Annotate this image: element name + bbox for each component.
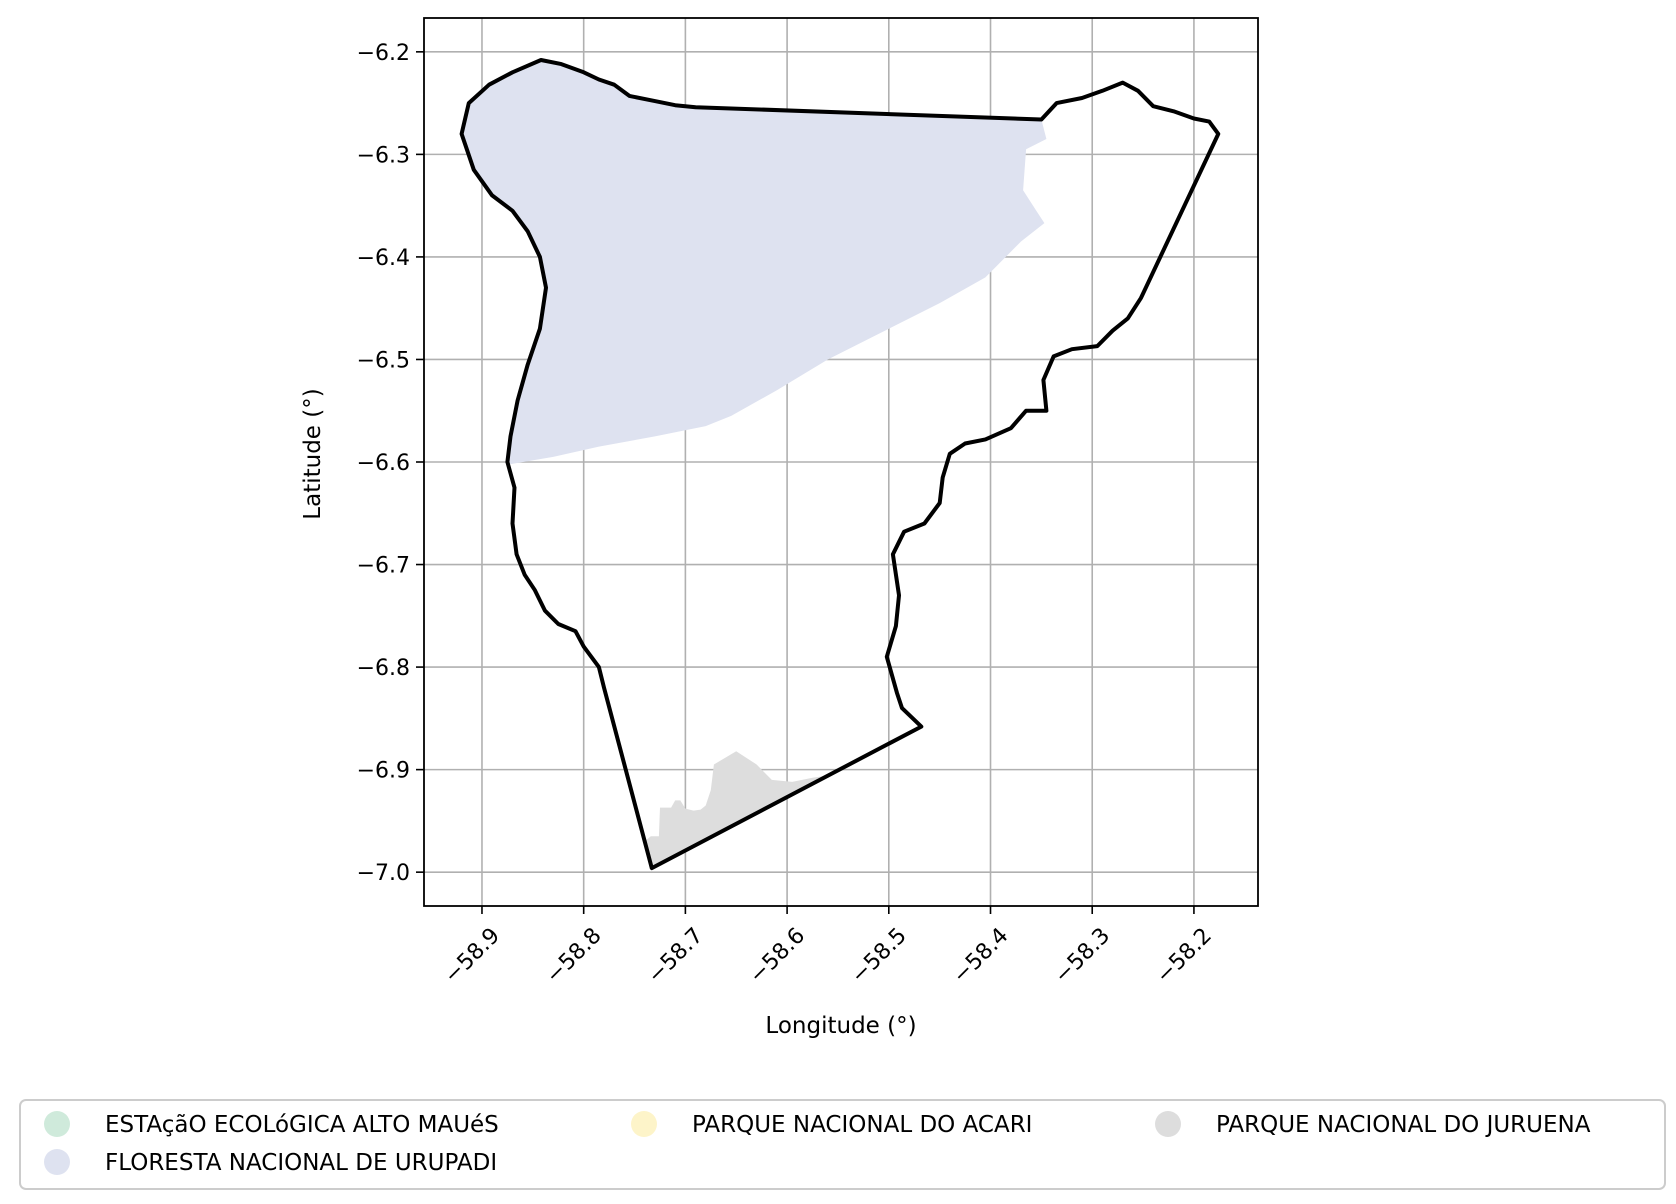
legend-label-parque-nacional-do-acari: PARQUE NACIONAL DO ACARI bbox=[692, 1112, 1032, 1138]
legend-marker-esta-o-ecol-gica-alto-mau-s bbox=[44, 1111, 70, 1137]
x-axis-title: Longitude (°) bbox=[765, 1013, 916, 1039]
x-tick-label: −58.6 bbox=[745, 923, 810, 988]
y-tick-label: −6.7 bbox=[357, 554, 410, 579]
y-tick-label: −6.6 bbox=[357, 451, 410, 476]
x-tick-label: −58.9 bbox=[440, 923, 505, 988]
legend-label-parque-nacional-do-juruena: PARQUE NACIONAL DO JURUENA bbox=[1216, 1112, 1591, 1138]
x-tick-label: −58.8 bbox=[541, 923, 606, 988]
area-fill-parque-nacional-do-juruena bbox=[644, 751, 833, 870]
legend: ESTAçãO ECOLóGICA ALTO MAUéS PARQUE NACIO… bbox=[19, 1099, 1666, 1190]
x-tick-label: −58.2 bbox=[1152, 923, 1217, 988]
protected-area-fills bbox=[461, 60, 1047, 870]
legend-marker-parque-nacional-do-juruena bbox=[1155, 1111, 1181, 1137]
x-tick-label: −58.5 bbox=[846, 923, 911, 988]
y-tick-label: −6.8 bbox=[357, 656, 410, 681]
area-fill-floresta-nacional-de-urupadi bbox=[461, 60, 1047, 465]
x-axis-ticks: −58.9 −58.8 −58.7 −58.6 −58.5 −58.4 −58.3 −58.2 bbox=[440, 906, 1217, 989]
y-tick-label: −6.9 bbox=[357, 759, 410, 784]
y-axis-title: Latitude (°) bbox=[300, 388, 326, 519]
legend-label-esta-o-ecol-gica-alto-mau-s: ESTAçãO ECOLóGICA ALTO MAUéS bbox=[105, 1112, 499, 1138]
y-tick-label: −7.0 bbox=[357, 861, 410, 886]
x-tick-label: −58.3 bbox=[1050, 923, 1115, 988]
x-tick-label: −58.7 bbox=[643, 923, 708, 988]
y-tick-label: −6.3 bbox=[357, 143, 410, 168]
legend-marker-parque-nacional-do-acari bbox=[631, 1111, 657, 1137]
y-axis-ticks: −6.2 −6.3 −6.4 −6.5 −6.6 −6.7 −6.8 −6.9 −7.0 bbox=[357, 41, 424, 886]
municipality-boundary bbox=[459, 58, 1221, 871]
y-tick-label: −6.5 bbox=[357, 348, 410, 373]
y-tick-label: −6.4 bbox=[357, 246, 410, 271]
x-tick-label: −58.4 bbox=[948, 923, 1013, 988]
legend-label-floresta-nacional-de-urupadi: FLORESTA NACIONAL DE URUPADI bbox=[105, 1150, 497, 1176]
legend-box bbox=[19, 1099, 1666, 1190]
y-tick-label: −6.2 bbox=[357, 41, 410, 66]
legend-marker-floresta-nacional-de-urupadi bbox=[44, 1149, 70, 1175]
